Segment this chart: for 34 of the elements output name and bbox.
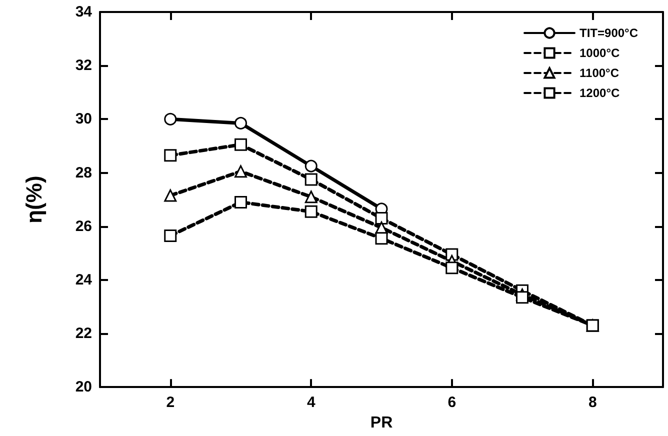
point xyxy=(516,291,528,304)
y-tick-label: 32 xyxy=(75,57,92,74)
y-tick-label: 24 xyxy=(75,271,93,288)
y-tick-label: 22 xyxy=(75,325,92,342)
x-tick-label: 6 xyxy=(448,394,456,412)
y-axis-title: η(%) xyxy=(22,176,46,224)
legend-label: TIT=900°C xyxy=(580,26,638,40)
legend-label: 1200°C xyxy=(580,86,620,100)
y-tick-label: 26 xyxy=(75,218,92,235)
point xyxy=(164,149,177,162)
point xyxy=(164,112,177,126)
x-tick-label: 2 xyxy=(166,394,175,412)
x-tick-label: 8 xyxy=(588,394,597,412)
point xyxy=(304,160,318,172)
point xyxy=(234,165,247,178)
point xyxy=(375,232,388,245)
y-tick-label: 34 xyxy=(75,4,93,20)
point xyxy=(375,212,388,225)
point xyxy=(234,196,247,208)
legend-label: 1100°C xyxy=(580,66,620,80)
point xyxy=(446,262,458,274)
x-axis-title: PR xyxy=(370,414,394,432)
y-tick-label: 28 xyxy=(75,164,92,182)
point xyxy=(234,116,247,130)
legend-label: 1000°C xyxy=(580,46,620,60)
x-tick-label: 4 xyxy=(306,394,316,412)
point xyxy=(234,138,247,151)
y-tick-label: 20 xyxy=(75,378,92,396)
point xyxy=(304,205,318,218)
point xyxy=(164,229,177,242)
point xyxy=(304,190,318,204)
point xyxy=(164,189,177,202)
point xyxy=(304,173,318,186)
y-tick-label: 30 xyxy=(75,110,92,128)
